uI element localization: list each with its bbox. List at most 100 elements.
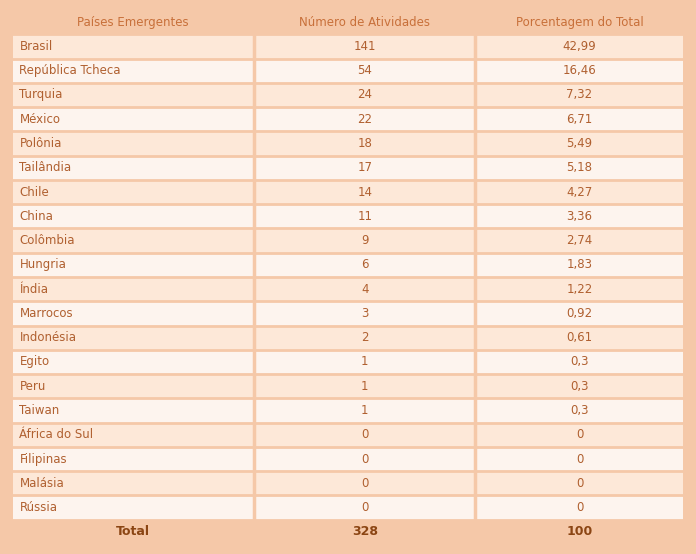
Bar <box>13 59 254 83</box>
Text: México: México <box>19 112 61 126</box>
Text: Brasil: Brasil <box>19 40 53 53</box>
Text: Hungria: Hungria <box>19 258 66 271</box>
Bar <box>254 277 475 301</box>
Bar <box>13 423 254 447</box>
Bar <box>475 495 683 520</box>
Bar <box>254 326 475 350</box>
Text: 0: 0 <box>576 501 583 514</box>
Text: 328: 328 <box>351 525 378 538</box>
Text: 24: 24 <box>357 89 372 101</box>
Bar <box>254 59 475 83</box>
Bar <box>254 374 475 398</box>
Bar <box>254 107 475 131</box>
Text: República Tcheca: República Tcheca <box>19 64 121 77</box>
Text: 22: 22 <box>357 112 372 126</box>
Text: 17: 17 <box>357 161 372 175</box>
Bar <box>13 447 254 471</box>
Bar <box>475 301 683 326</box>
Bar <box>13 277 254 301</box>
Text: Malásia: Malásia <box>19 477 64 490</box>
Text: 0: 0 <box>576 428 583 442</box>
Bar <box>475 156 683 180</box>
Bar <box>13 204 254 228</box>
Text: 42,99: 42,99 <box>562 40 596 53</box>
Bar <box>13 326 254 350</box>
Bar <box>254 447 475 471</box>
Text: Marrocos: Marrocos <box>19 307 73 320</box>
Text: 2: 2 <box>361 331 368 344</box>
Bar <box>13 83 254 107</box>
Bar <box>475 520 683 544</box>
Bar <box>475 107 683 131</box>
Text: 0,3: 0,3 <box>570 404 589 417</box>
Bar <box>254 423 475 447</box>
Text: Rússia: Rússia <box>19 501 58 514</box>
Bar <box>475 471 683 495</box>
Text: 18: 18 <box>357 137 372 150</box>
Bar <box>475 131 683 156</box>
Bar <box>475 83 683 107</box>
Text: 0: 0 <box>576 453 583 465</box>
Text: 4,27: 4,27 <box>567 186 592 198</box>
Text: 2,74: 2,74 <box>567 234 592 247</box>
Bar <box>254 520 475 544</box>
Text: 6,71: 6,71 <box>567 112 592 126</box>
Text: 16,46: 16,46 <box>562 64 596 77</box>
Bar <box>13 10 254 34</box>
Text: 5,18: 5,18 <box>567 161 592 175</box>
Text: 0,3: 0,3 <box>570 379 589 393</box>
Bar <box>13 180 254 204</box>
Bar <box>254 180 475 204</box>
Bar <box>475 253 683 277</box>
Text: Países Emergentes: Países Emergentes <box>77 16 189 29</box>
Bar <box>254 398 475 423</box>
Text: 0: 0 <box>361 477 368 490</box>
Text: Porcentagem do Total: Porcentagem do Total <box>516 16 643 29</box>
Bar <box>13 350 254 374</box>
Bar <box>13 253 254 277</box>
Bar <box>13 156 254 180</box>
Bar <box>13 471 254 495</box>
Text: Total: Total <box>116 525 150 538</box>
Text: Turquia: Turquia <box>19 89 63 101</box>
Bar <box>13 131 254 156</box>
Bar <box>254 253 475 277</box>
Text: 0,61: 0,61 <box>567 331 592 344</box>
Bar <box>475 10 683 34</box>
Text: Número de Atividades: Número de Atividades <box>299 16 430 29</box>
Bar <box>475 180 683 204</box>
Text: Tailândia: Tailândia <box>19 161 72 175</box>
Bar <box>475 374 683 398</box>
Text: 1,22: 1,22 <box>567 283 592 296</box>
Bar <box>254 83 475 107</box>
Text: Taiwan: Taiwan <box>19 404 60 417</box>
Text: 9: 9 <box>361 234 368 247</box>
Bar <box>475 447 683 471</box>
Text: 5,49: 5,49 <box>567 137 592 150</box>
Bar <box>475 398 683 423</box>
Text: Chile: Chile <box>19 186 49 198</box>
Text: 141: 141 <box>354 40 376 53</box>
Text: 0: 0 <box>576 477 583 490</box>
Text: Peru: Peru <box>19 379 46 393</box>
Bar <box>475 277 683 301</box>
Text: 54: 54 <box>357 64 372 77</box>
Text: 0: 0 <box>361 428 368 442</box>
Bar <box>254 131 475 156</box>
Text: 1: 1 <box>361 356 368 368</box>
Text: Índia: Índia <box>19 283 49 296</box>
Text: 4: 4 <box>361 283 368 296</box>
Text: Egito: Egito <box>19 356 49 368</box>
Bar <box>475 34 683 59</box>
Bar <box>254 471 475 495</box>
Text: 14: 14 <box>357 186 372 198</box>
Bar <box>475 59 683 83</box>
Bar <box>13 520 254 544</box>
Text: China: China <box>19 210 54 223</box>
Bar <box>13 107 254 131</box>
Text: 0,3: 0,3 <box>570 356 589 368</box>
Bar <box>13 34 254 59</box>
Text: 1: 1 <box>361 404 368 417</box>
Text: Colômbia: Colômbia <box>19 234 75 247</box>
Bar <box>254 156 475 180</box>
